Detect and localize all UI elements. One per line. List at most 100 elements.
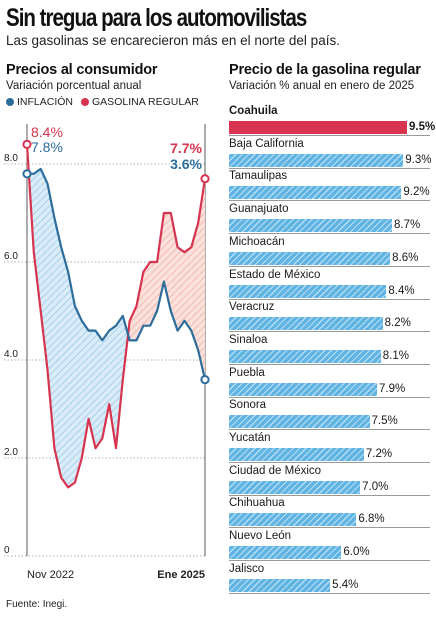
bar-value-label: 8.4% — [388, 284, 415, 297]
page-subtitle: Las gasolinas se encarecieron más en el … — [6, 33, 340, 48]
bar-category-label: Jalisco — [229, 562, 265, 575]
legend-gasoline-label: GASOLINA REGULAR — [92, 96, 199, 108]
gasoline-above-area — [129, 306, 137, 341]
bar-value-label: 9.3% — [405, 153, 432, 166]
bar-highlight — [229, 121, 407, 134]
bar-row-divider — [229, 331, 430, 333]
bar-category-label: Chihuahua — [229, 497, 285, 510]
inflation-end-point — [200, 375, 210, 385]
inflation-above-area — [88, 330, 96, 449]
line-chart-title: Precios al consumidor — [6, 62, 158, 78]
legend-inflation-label: INFLACIÓN — [17, 96, 74, 108]
bar-category-label: Tamaulipas — [229, 170, 288, 183]
bar-value-label: 7.9% — [379, 382, 406, 395]
inflation-above-area — [109, 325, 116, 449]
bar-category-label: Baja California — [229, 137, 304, 150]
bar-value-label: 6.0% — [343, 546, 370, 559]
y-tick-label: 4.0 — [4, 349, 18, 360]
bar-value-label: 5.4% — [332, 578, 359, 591]
bar-row-divider — [229, 560, 430, 562]
legend-gasoline-swatch — [81, 98, 90, 106]
x-end-label: Ene 2025 — [157, 569, 205, 581]
gasoline-start-point — [22, 139, 32, 149]
bar-row-divider — [229, 363, 430, 365]
bar — [229, 284, 387, 298]
bar-row-divider — [229, 135, 430, 136]
inflation-start-value-label: 7.8% — [31, 139, 63, 155]
y-tick-label: 6.0 — [4, 251, 18, 262]
bar-chart-title: Precio de la gasolina regular — [229, 62, 421, 78]
legend-inflation-swatch — [6, 98, 14, 106]
bar-category-label: Veracruz — [229, 301, 275, 314]
bar-row-divider — [229, 396, 430, 398]
bar — [229, 382, 378, 396]
bar-value-label: 7.2% — [365, 448, 393, 460]
bar — [229, 349, 381, 363]
bar-row-divider — [229, 592, 430, 594]
gasoline-above-area — [136, 271, 144, 341]
bar-category-label: Estado de México — [229, 268, 321, 281]
bar-row-divider — [229, 462, 430, 463]
bar — [229, 317, 383, 331]
gasoline-series-line — [25, 144, 207, 489]
bar — [229, 513, 357, 527]
inflation-above-area — [95, 330, 103, 449]
page-title: Sin tregua para los automovilistas — [6, 4, 307, 32]
bar — [229, 448, 364, 461]
inflation-start-point — [22, 169, 32, 179]
bar-category-label: Nuevo León — [229, 530, 292, 543]
gasoline-above-area — [198, 178, 205, 380]
bar-chart-subtitle: Variación % anual en enero de 2025 — [229, 80, 415, 92]
gasoline-above-area — [184, 247, 192, 331]
bar — [229, 480, 361, 494]
source-note: Fuente: Inegi. — [6, 599, 68, 610]
x-start-label: Nov 2022 — [27, 569, 74, 581]
y-tick-label: 0 — [4, 545, 10, 556]
inflation-above-area — [68, 271, 75, 488]
inflation-above-area — [33, 168, 41, 311]
gasoline-above-area — [150, 262, 158, 326]
bar-row-divider — [229, 298, 430, 300]
bar-category-label: Yucatán — [229, 432, 271, 444]
gasoline-above-area — [143, 262, 151, 326]
y-tick-label: 2.0 — [4, 447, 18, 458]
bar-value-label: 8.6% — [392, 251, 419, 264]
bar-value-label: 6.8% — [358, 513, 385, 526]
bar-value-label: 8.2% — [384, 317, 411, 330]
bar — [229, 578, 331, 592]
inflation-above-area — [61, 247, 69, 488]
bar — [229, 415, 370, 429]
gasoline-above-area — [177, 247, 185, 331]
bar-value-label: 9.2% — [403, 186, 430, 199]
bar — [229, 251, 391, 265]
gasoline-above-area — [191, 222, 199, 351]
bar-row-divider — [229, 200, 430, 202]
bar-category-label: Puebla — [229, 366, 265, 379]
bar-row-divider — [229, 494, 430, 496]
gasoline-end-point — [200, 174, 210, 184]
bar-category-label: Ciudad de México — [229, 464, 322, 477]
bar-value-label: 8.1% — [382, 349, 409, 362]
bar-value-label: 8.7% — [394, 219, 421, 232]
line-chart-legend: INFLACIÓN GASOLINA REGULAR — [6, 96, 199, 108]
inflation-above-area — [54, 217, 62, 478]
bar-value-label: 7.5% — [371, 415, 398, 428]
bar — [229, 546, 342, 560]
bar-category-label: Sonora — [229, 399, 267, 412]
gasoline-end-value-label: 7.7% — [170, 140, 202, 156]
bar-row-divider — [229, 167, 430, 169]
bar — [229, 153, 404, 167]
bar-category-label: Coahuila — [229, 105, 278, 117]
inflation-end-value-label: 3.6% — [170, 156, 202, 172]
bar — [229, 186, 402, 200]
bar-category-label: Guanajuato — [229, 203, 289, 216]
inflation-above-area — [116, 315, 123, 449]
bar-row-divider — [229, 265, 430, 267]
inflation-series-line — [27, 167, 207, 380]
bar — [229, 219, 392, 233]
line-chart-subtitle: Variación porcentual anual — [6, 80, 142, 92]
bar-category-label: Sinaloa — [229, 333, 268, 346]
bar-value-label: 9.5% — [409, 121, 436, 133]
